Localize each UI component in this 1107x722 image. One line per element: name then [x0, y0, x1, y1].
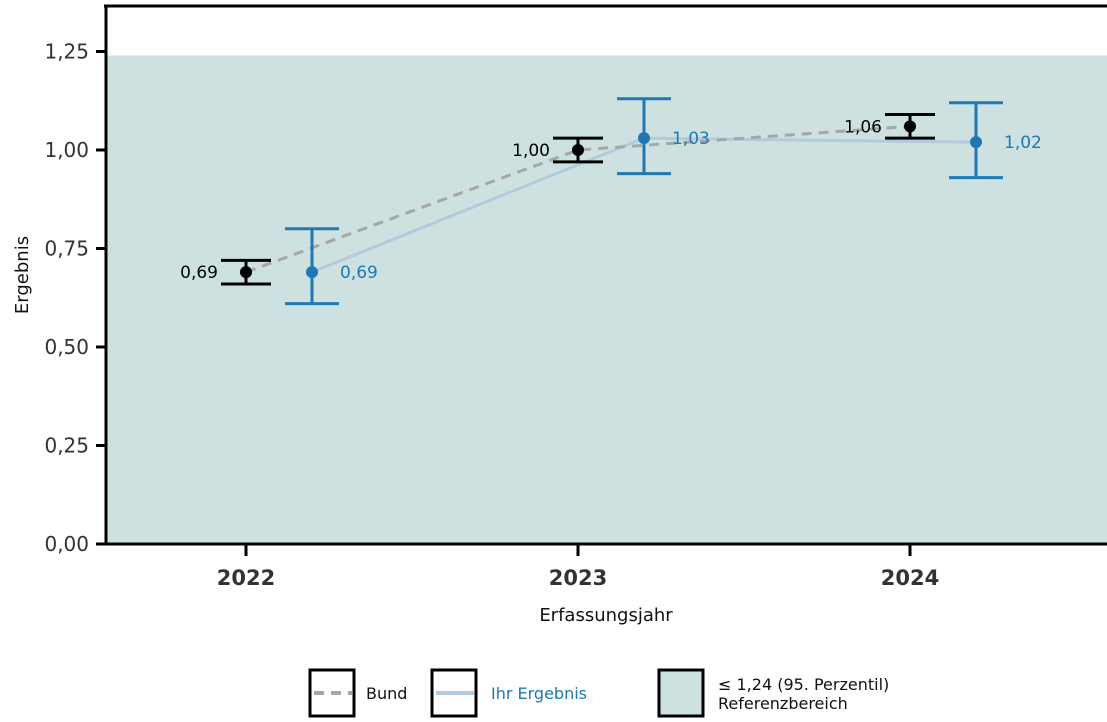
data-label-ihr-ergebnis: 1,03: [672, 129, 710, 149]
y-tick-label: 0,00: [44, 532, 89, 556]
x-axis-title: Erfassungsjahr: [539, 605, 673, 626]
point-ihr-ergebnis: [306, 266, 318, 279]
x-tick-label: 2023: [549, 566, 607, 590]
x-tick-label: 2022: [217, 566, 275, 590]
legend-item-bund: Bund: [308, 668, 407, 718]
legend-label-ref-line2: Referenzbereich: [718, 694, 848, 713]
y-tick-label: 1,00: [44, 138, 89, 162]
points: [240, 120, 982, 279]
legend-item-referenzbereich: ≤ 1,24 (95. Perzentil) Referenzbereich: [657, 668, 889, 718]
point-ihr-ergebnis: [970, 136, 982, 149]
legend-label-bund: Bund: [366, 684, 407, 703]
x-tick-label: 2024: [881, 566, 939, 590]
data-label-bund: 1,06: [844, 117, 882, 137]
data-label-bund: 0,69: [180, 263, 218, 283]
legend: Bund Ihr Ergebnis ≤ 1,24 (95. Perzentil)…: [308, 668, 889, 718]
legend-label-ref-line1: ≤ 1,24 (95. Perzentil): [718, 675, 889, 694]
y-tick-label: 0,75: [44, 237, 89, 261]
data-label-bund: 1,00: [512, 141, 550, 161]
point-bund: [572, 144, 584, 156]
x-ticks: 2022 2023 2024: [217, 544, 939, 590]
legend-item-ihr-ergebnis: Ihr Ergebnis: [430, 668, 587, 718]
legend-swatch-referenzbereich: [657, 668, 705, 718]
point-ihr-ergebnis: [638, 132, 650, 145]
y-tick-label: 0,25: [44, 434, 89, 458]
legend-label-ihr-ergebnis: Ihr Ergebnis: [491, 684, 587, 703]
data-labels: 0,69 1,00 1,06 0,69 1,03 1,02: [180, 117, 1042, 283]
y-tick-label: 1,25: [44, 40, 89, 64]
reference-area: [106, 55, 1107, 544]
y-axis-title: Ergebnis: [12, 236, 33, 314]
y-ticks: 0,00 0,25 0,50 0,75 1,00 1,25: [44, 40, 106, 556]
point-bund: [240, 266, 252, 279]
y-tick-label: 0,50: [44, 335, 89, 359]
data-label-ihr-ergebnis: 1,02: [1004, 133, 1042, 153]
point-bund: [904, 120, 916, 133]
data-label-ihr-ergebnis: 0,69: [340, 263, 378, 283]
